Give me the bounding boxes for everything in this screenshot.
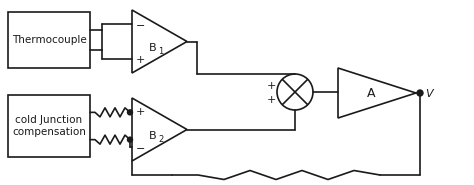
Text: $+$: $+$ (266, 80, 276, 90)
Text: $V$: $V$ (425, 87, 435, 99)
Text: Thermocouple: Thermocouple (12, 35, 86, 45)
Text: A: A (366, 87, 375, 100)
Text: cold Junction
compensation: cold Junction compensation (12, 115, 86, 137)
Text: B: B (149, 131, 157, 141)
Text: $-$: $-$ (135, 19, 145, 29)
Text: B: B (149, 43, 157, 53)
Text: $+$: $+$ (266, 93, 276, 105)
Text: $+$: $+$ (135, 54, 145, 65)
Bar (8, 12, 90, 68)
Text: 1: 1 (158, 47, 164, 56)
Text: $+$: $+$ (135, 106, 145, 117)
Circle shape (417, 90, 423, 96)
Bar (8, 95, 90, 157)
Circle shape (128, 137, 133, 142)
Text: 2: 2 (158, 135, 164, 144)
Circle shape (128, 110, 133, 115)
Text: $-$: $-$ (135, 142, 145, 152)
